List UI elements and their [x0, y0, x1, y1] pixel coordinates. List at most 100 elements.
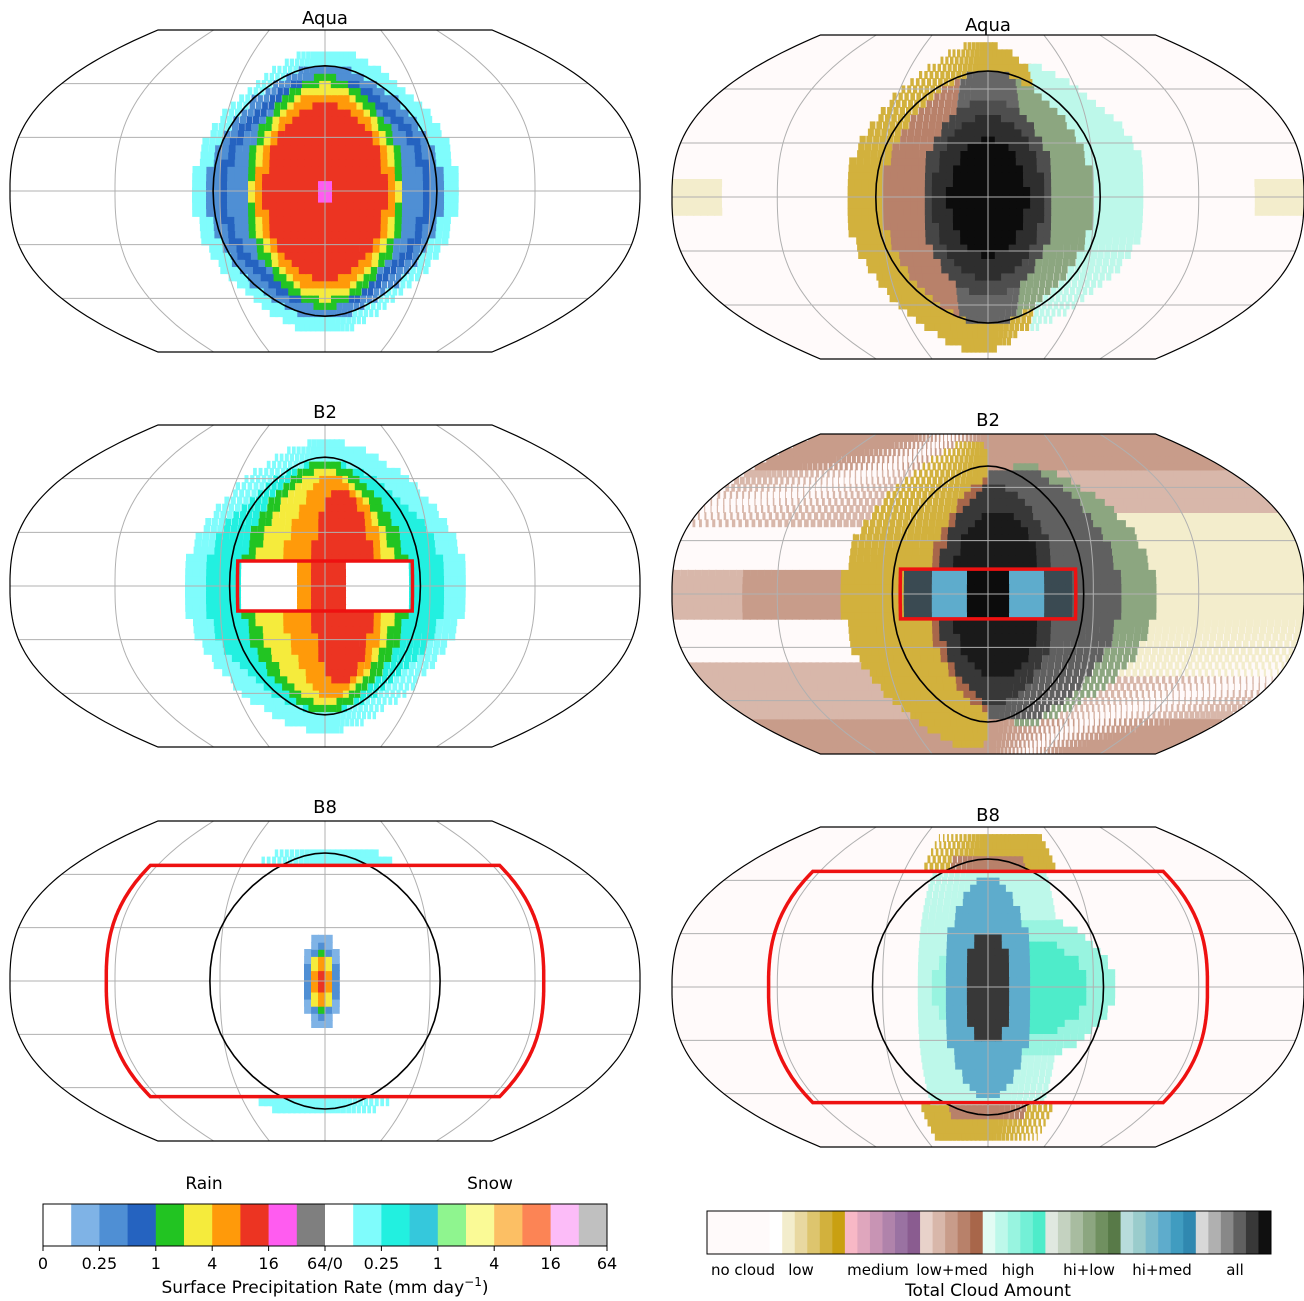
field-cell — [994, 135, 1003, 144]
field-cell — [360, 589, 368, 598]
field-cell — [284, 718, 293, 727]
field-cell — [967, 222, 975, 231]
field-cell — [988, 732, 994, 741]
field-cell — [437, 596, 445, 605]
field-cell — [888, 711, 899, 720]
field-cell — [400, 280, 406, 289]
field-cell — [366, 173, 375, 182]
field-cell — [359, 144, 368, 153]
field-cell — [378, 251, 386, 260]
field-cell — [1006, 294, 1013, 303]
field-cell — [369, 675, 375, 684]
field-cell — [762, 675, 775, 684]
field-cell — [1087, 725, 1090, 734]
field-cell — [426, 130, 435, 139]
field-cell — [879, 135, 887, 144]
field-cell — [263, 244, 272, 253]
field-cell — [287, 675, 296, 684]
field-cell — [331, 553, 340, 562]
field-cell — [792, 682, 805, 691]
field-cell — [311, 639, 320, 648]
field-cell — [330, 711, 336, 720]
field-cell — [962, 675, 970, 684]
field-cell — [914, 265, 924, 274]
field-cell — [424, 518, 434, 526]
field-cell — [340, 718, 345, 727]
field-cell — [251, 489, 257, 498]
field-cell — [343, 446, 351, 455]
field-cell — [994, 107, 1002, 115]
field-cell — [407, 539, 416, 548]
field-cell — [381, 280, 388, 289]
field-cell — [1187, 725, 1196, 734]
field-cell — [967, 215, 975, 223]
field-cell — [988, 251, 996, 259]
field-cell — [331, 618, 340, 627]
field-cell — [352, 546, 361, 555]
field-cell — [1022, 229, 1031, 238]
field-cell — [966, 718, 974, 727]
field-cell — [304, 525, 313, 534]
field-cell — [1023, 207, 1031, 216]
field-cell — [998, 718, 1004, 727]
field-cell — [1061, 265, 1068, 274]
field-cell — [237, 101, 243, 110]
field-cell — [241, 553, 250, 562]
field-cell — [254, 108, 261, 117]
field-cell — [1082, 682, 1088, 691]
field-cell — [1108, 128, 1118, 137]
field-cell — [940, 56, 944, 65]
field-cell — [239, 661, 249, 670]
field-cell — [311, 568, 319, 577]
field-cell — [1084, 150, 1093, 159]
field-cell — [358, 259, 366, 267]
field-cell — [1184, 690, 1186, 698]
field-cell — [297, 611, 305, 619]
field-cell — [427, 639, 434, 648]
field-cell — [1043, 711, 1048, 720]
field-cell — [988, 179, 996, 187]
field-cell — [1043, 78, 1053, 87]
field-cell — [968, 272, 976, 281]
field-cell — [1125, 243, 1133, 252]
field-cell — [974, 215, 982, 223]
field-cell — [947, 258, 956, 267]
field-cell — [927, 315, 936, 324]
field-cell — [306, 280, 314, 289]
field-cell — [1107, 179, 1116, 187]
field-cell — [421, 546, 430, 555]
field-cell — [286, 503, 293, 512]
field-cell — [943, 107, 951, 115]
field-cell — [1189, 711, 1195, 720]
field-cell — [1136, 675, 1141, 684]
field-cell — [1099, 157, 1108, 166]
field-cell — [307, 87, 314, 96]
field-cell — [246, 266, 256, 275]
field-cell — [922, 121, 929, 130]
field-cell — [331, 259, 339, 267]
field-cell — [1131, 711, 1133, 720]
field-cell — [318, 539, 326, 548]
field-cell — [939, 171, 947, 180]
field-cell — [387, 158, 396, 167]
field-cell — [344, 503, 352, 512]
field-cell — [960, 711, 968, 720]
field-cell — [386, 632, 394, 641]
field-cell — [1051, 704, 1056, 713]
field-cell — [1056, 243, 1064, 252]
field-cell — [940, 323, 949, 331]
field-cell — [1030, 323, 1035, 331]
field-cell — [968, 675, 977, 684]
field-cell — [988, 49, 994, 58]
field-cell — [345, 323, 350, 332]
field-cell — [974, 229, 982, 238]
field-cell — [1099, 272, 1105, 281]
field-cell — [1044, 179, 1052, 187]
field-cell — [211, 123, 218, 131]
field-cell — [1002, 222, 1010, 231]
field-cell — [1098, 718, 1101, 727]
field-cell — [290, 208, 298, 217]
field-cell — [345, 618, 354, 627]
field-cell — [276, 180, 284, 189]
field-cell — [220, 194, 228, 203]
